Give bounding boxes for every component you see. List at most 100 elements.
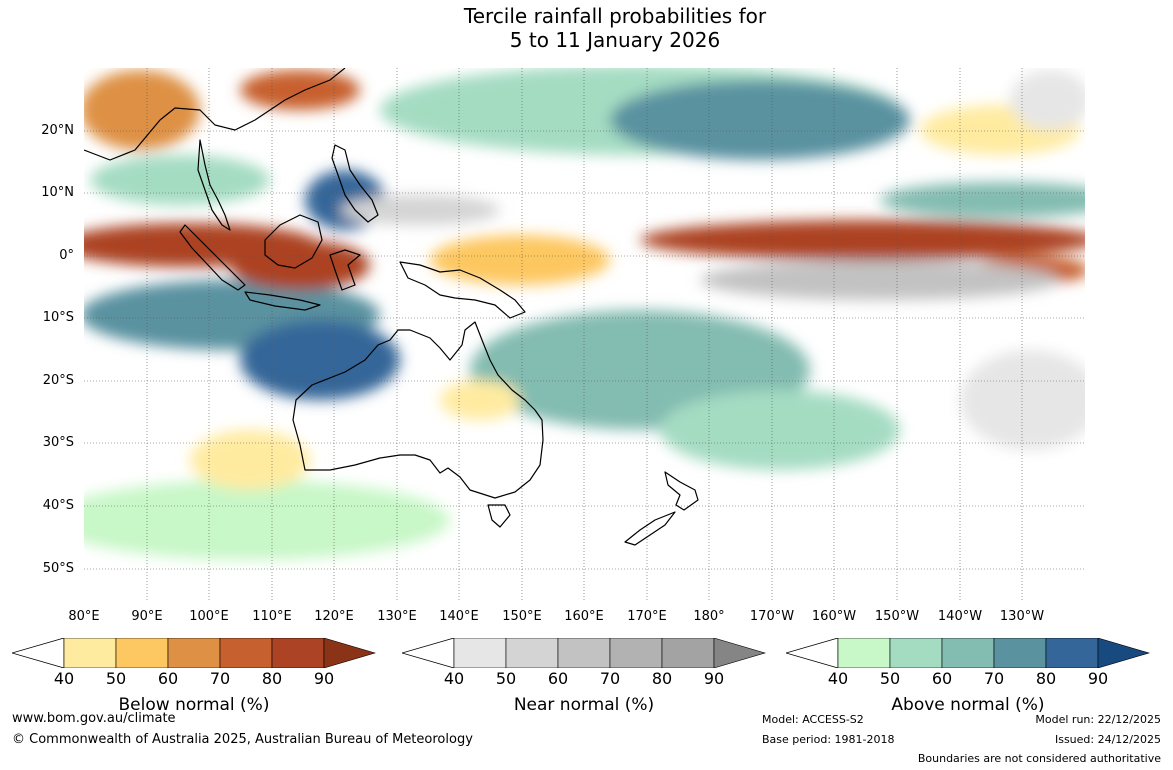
lat-label-40s: 40°S xyxy=(42,498,74,513)
shade-west-pacific-near xyxy=(340,195,500,225)
coastline-java xyxy=(244,291,321,311)
lon-label-130w: 130°W xyxy=(999,609,1045,624)
lon-label-160w: 160°W xyxy=(811,609,857,624)
colorbar-below-swatch-4 xyxy=(219,638,273,668)
coastline-se-asia xyxy=(84,68,346,231)
colorbar-near-tick-40: 40 xyxy=(443,669,465,688)
lon-label-130e: 130°E xyxy=(377,609,417,624)
title-line-1: Tercile rainfall probabilities for xyxy=(463,4,767,28)
shade-south-equatorial-near xyxy=(700,260,1060,300)
lat-label-30s: 30°S xyxy=(42,435,74,450)
colorbar-near-high-triangle xyxy=(713,638,766,668)
colorbar-below-high-triangle xyxy=(323,638,376,668)
colorbar-near-swatch-4 xyxy=(609,638,663,668)
lon-label-80e: 80°E xyxy=(68,609,100,624)
colorbar-near-tick-50: 50 xyxy=(495,669,517,688)
colorbar-below-low-triangle xyxy=(12,638,65,668)
shade-southern-indian-below xyxy=(190,430,310,490)
coastline-new-guinea xyxy=(399,261,526,319)
lon-label-90e: 90°E xyxy=(131,609,163,624)
coastline-new-zealand xyxy=(624,471,699,546)
shade-se-pacific-near xyxy=(960,350,1085,450)
colorbar-below-normal xyxy=(12,638,376,668)
colorbar-below-tick-90: 90 xyxy=(313,669,335,688)
coastline-philippines xyxy=(331,144,379,223)
colorbar-below-swatch-5 xyxy=(271,638,325,668)
shade-south-china-below xyxy=(240,70,360,110)
colorbar-above-tick-60: 60 xyxy=(931,669,953,688)
footer-url: www.bom.gov.au/climate xyxy=(12,711,176,726)
lon-label-140w: 140°W xyxy=(937,609,983,624)
shade-central-australia-below xyxy=(440,380,520,420)
colorbar-below-tick-70: 70 xyxy=(209,669,231,688)
colorbar-above-swatch-4 xyxy=(993,638,1047,668)
lon-label-170w: 170°W xyxy=(749,609,795,624)
lon-label-100e: 100°E xyxy=(189,609,229,624)
colorbar-below-tick-80: 80 xyxy=(261,669,283,688)
colorbar-above-swatch-3 xyxy=(941,638,995,668)
rainfall-probability-map xyxy=(84,68,1085,600)
lat-label-50s: 50°S xyxy=(42,561,74,576)
colorbar-above-swatch-2 xyxy=(889,638,943,668)
colorbar-below-label: Below normal (%) xyxy=(118,695,270,715)
shade-nw-australia-above xyxy=(240,320,400,400)
colorbar-near-swatch-2 xyxy=(505,638,559,668)
shade-india-below xyxy=(84,70,200,150)
colorbar-below-graphic xyxy=(12,638,376,668)
footer-disclaimer: Boundaries are not considered authoritat… xyxy=(917,752,1161,765)
colorbar-near-swatch-5 xyxy=(661,638,715,668)
colorbar-above-swatch-5 xyxy=(1045,638,1099,668)
colorbar-above-normal xyxy=(786,638,1150,668)
probability-shading xyxy=(84,68,1085,560)
coastline-sumatra xyxy=(179,224,246,291)
colorbar-near-tick-80: 80 xyxy=(651,669,673,688)
colorbar-above-tick-80: 80 xyxy=(1035,669,1057,688)
footer-model-run: Model run: 22/12/2025 xyxy=(1035,713,1161,726)
lon-label-150e: 150°E xyxy=(502,609,542,624)
coastline-tasmania xyxy=(487,504,511,528)
colorbar-below-swatch-2 xyxy=(115,638,169,668)
coastlines xyxy=(84,68,699,546)
shade-north-pacific-above-strong xyxy=(610,80,910,160)
colorbar-below-tick-60: 60 xyxy=(157,669,179,688)
lon-label-160e: 160°E xyxy=(564,609,604,624)
colorbar-above-tick-90: 90 xyxy=(1087,669,1109,688)
colorbar-near-tick-90: 90 xyxy=(703,669,725,688)
coastline-australia xyxy=(292,321,544,499)
shade-southern-ocean-above xyxy=(84,480,450,560)
colorbar-near-tick-70: 70 xyxy=(599,669,621,688)
shade-equatorial-pacific-below xyxy=(640,220,1085,260)
colorbar-above-high-triangle xyxy=(1097,638,1150,668)
shade-itcz-above xyxy=(880,182,1085,218)
colorbar-below-tick-40: 40 xyxy=(53,669,75,688)
lon-label-150w: 150°W xyxy=(874,609,920,624)
colorbar-above-tick-70: 70 xyxy=(983,669,1005,688)
colorbar-above-label: Above normal (%) xyxy=(891,695,1045,715)
colorbar-below-swatch-1 xyxy=(63,638,117,668)
colorbar-above-tick-40: 40 xyxy=(827,669,849,688)
colorbar-near-swatch-1 xyxy=(453,638,507,668)
colorbar-near-swatch-3 xyxy=(557,638,611,668)
shade-ne-pacific-near xyxy=(1010,70,1085,130)
lon-label-110e: 110°E xyxy=(252,609,292,624)
footer-copyright: © Commonwealth of Australia 2025, Austra… xyxy=(12,732,473,747)
coastline-borneo xyxy=(264,214,323,269)
gridlines xyxy=(84,68,1085,600)
shade-bay-of-bengal-above xyxy=(90,155,270,205)
colorbar-below-tick-50: 50 xyxy=(105,669,127,688)
colorbar-below-swatch-3 xyxy=(167,638,221,668)
lat-label-20s: 20°S xyxy=(42,373,74,388)
colorbar-above-tick-50: 50 xyxy=(879,669,901,688)
shade-png-below xyxy=(430,235,610,285)
lon-label-140e: 140°E xyxy=(439,609,479,624)
lon-label-170e: 170°E xyxy=(627,609,667,624)
footer-model: Model: ACCESS-S2 xyxy=(762,713,864,726)
colorbar-near-tick-60: 60 xyxy=(547,669,569,688)
map-title: Tercile rainfall probabilities for 5 to … xyxy=(340,4,890,52)
colorbar-above-graphic xyxy=(786,638,1150,668)
colorbar-above-swatch-1 xyxy=(837,638,891,668)
lon-label-180: 180° xyxy=(693,609,725,624)
colorbar-near-graphic xyxy=(402,638,766,668)
footer-base-period: Base period: 1981-2018 xyxy=(762,733,895,746)
lat-label-10s: 10°S xyxy=(42,310,74,325)
